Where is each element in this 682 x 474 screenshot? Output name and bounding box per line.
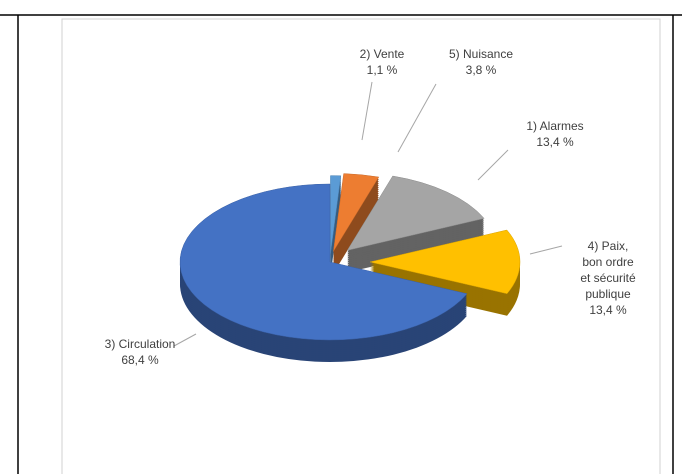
- label-value: 13,4 %: [589, 303, 627, 317]
- leader-line: [529, 245, 563, 255]
- slice: [179, 183, 468, 341]
- label-name: 3) Circulation: [104, 337, 176, 351]
- label-value: 68,4 %: [121, 353, 159, 367]
- tops: [179, 173, 521, 341]
- slice: [333, 173, 380, 252]
- leaders: [173, 81, 563, 347]
- data-label: 1) Alarmes 13,4 %: [500, 118, 610, 150]
- label-value: 1,1 %: [366, 63, 398, 77]
- data-label: 2) Vente 1,1 %: [352, 46, 412, 78]
- slice: [369, 229, 521, 294]
- leader-line: [397, 83, 437, 153]
- label-name: 4) Paix, bon ordre et sécurité publique: [580, 239, 636, 301]
- label-name: 5) Nuisance: [448, 47, 514, 61]
- leader-line: [361, 81, 373, 141]
- label-name: 1) Alarmes: [526, 119, 584, 133]
- data-label: 5) Nuisance 3,8 %: [436, 46, 526, 78]
- slice: [346, 175, 485, 251]
- data-label: 4) Paix, bon ordre et sécurité publique 1…: [558, 238, 658, 318]
- leader-line: [173, 333, 197, 347]
- leader-line: [477, 149, 509, 181]
- data-label: 3) Circulation 68,4 %: [70, 336, 210, 368]
- label-value: 3,8 %: [465, 63, 497, 77]
- label-name: 2) Vente: [359, 47, 405, 61]
- label-value: 13,4 %: [536, 135, 574, 149]
- slice: [330, 175, 342, 254]
- chart-area: [61, 18, 661, 474]
